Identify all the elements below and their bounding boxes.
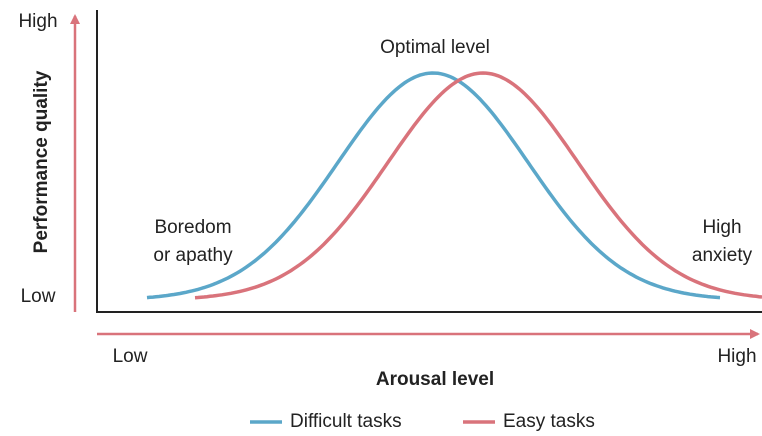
x-title: Arousal level	[376, 369, 494, 390]
legend-label: Easy tasks	[503, 411, 595, 432]
x-high: High	[717, 346, 756, 367]
legend-label: Difficult tasks	[290, 411, 402, 432]
annotation: High	[702, 217, 741, 238]
y-title: Performance quality	[31, 70, 52, 253]
y-high: High	[18, 11, 57, 32]
easy-curve	[194, 71, 762, 300]
annotation: Boredom	[154, 217, 231, 238]
annotation: Optimal level	[380, 37, 490, 58]
x-low: Low	[113, 346, 148, 367]
difficult-curve	[146, 71, 721, 300]
annotation: or apathy	[153, 245, 233, 266]
annotation: anxiety	[692, 245, 753, 266]
y-low: Low	[21, 286, 56, 307]
